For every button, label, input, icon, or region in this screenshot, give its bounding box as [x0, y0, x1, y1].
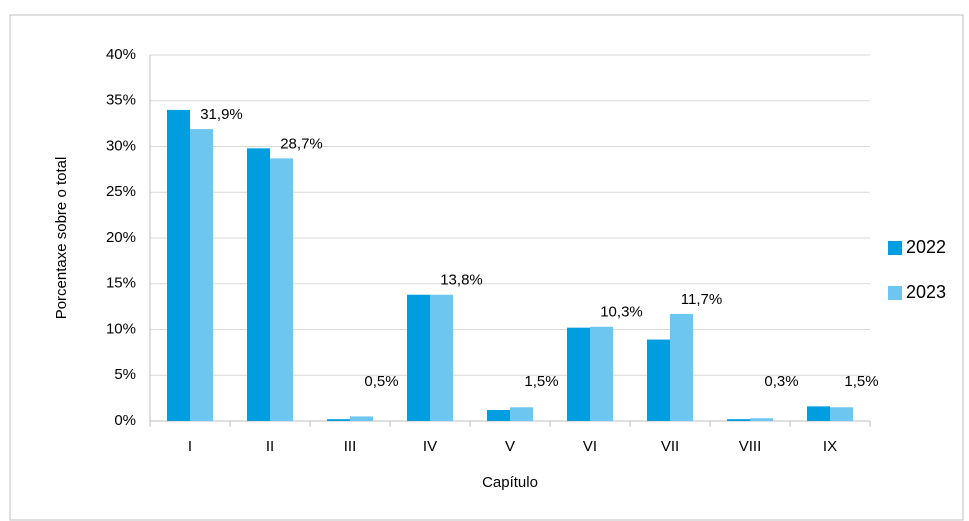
legend-label: 2022: [906, 237, 946, 257]
x-tick-label: VII: [661, 438, 679, 455]
bar: [670, 313, 693, 421]
data-label: 13,8%: [440, 272, 483, 289]
data-label: 0,3%: [764, 373, 798, 390]
y-tick-label: 35%: [106, 92, 136, 109]
bar: [647, 339, 670, 421]
y-tick-label: 15%: [106, 275, 136, 292]
x-tick-label: II: [266, 438, 274, 455]
y-tick-label: 10%: [106, 320, 136, 337]
bar: [830, 407, 853, 421]
x-tick-label: VI: [583, 438, 597, 455]
data-label: 1,5%: [844, 373, 878, 390]
bar: [510, 407, 533, 421]
bar: [190, 129, 213, 422]
bar: [167, 109, 190, 422]
x-tick-label: IX: [823, 438, 837, 455]
y-tick-label: 40%: [106, 46, 136, 63]
x-tick-label: IV: [423, 438, 437, 455]
data-label: 10,3%: [600, 304, 643, 321]
x-tick-label: V: [505, 438, 515, 455]
y-axis-title: Porcentaxe sobre o total: [53, 157, 70, 320]
chart-border: [9, 14, 964, 521]
bar: [327, 419, 350, 421]
data-label: 28,7%: [280, 135, 323, 152]
y-tick-label: 5%: [114, 366, 136, 383]
x-tick-label: I: [188, 438, 192, 455]
bar: [487, 410, 510, 421]
y-tick-label: 30%: [106, 137, 136, 154]
bar: [590, 326, 613, 421]
data-label: 11,7%: [681, 291, 722, 308]
y-tick-label: 0%: [114, 412, 136, 429]
legend-swatch: [888, 241, 902, 255]
bar: [727, 419, 750, 421]
bar: [270, 158, 293, 421]
bar: [430, 294, 453, 421]
bar: [350, 416, 373, 421]
bar: [750, 418, 773, 421]
bar: [407, 294, 430, 421]
bar: [807, 406, 830, 421]
x-axis-title: Capítulo: [482, 474, 538, 491]
legend-label: 2023: [906, 282, 946, 302]
x-tick-label: III: [344, 438, 357, 455]
data-label: 0,5%: [364, 373, 398, 390]
y-tick-label: 25%: [106, 183, 136, 200]
y-tick-label: 20%: [106, 229, 136, 246]
legend-swatch: [888, 286, 902, 300]
bar: [247, 148, 270, 421]
bar: [567, 327, 590, 421]
data-label: 1,5%: [524, 373, 558, 390]
data-label: 31,9%: [200, 106, 243, 123]
x-tick-label: VIII: [739, 438, 762, 455]
